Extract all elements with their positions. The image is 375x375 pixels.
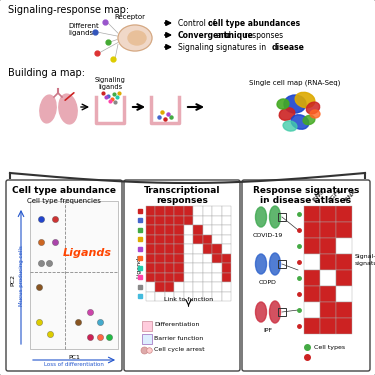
- Bar: [174, 244, 184, 254]
- Text: Cell types: Cell types: [314, 345, 345, 350]
- Bar: [156, 244, 165, 254]
- Bar: [165, 216, 174, 225]
- Bar: [222, 206, 231, 216]
- Text: Control of: Control of: [178, 19, 218, 28]
- Ellipse shape: [270, 301, 280, 323]
- Bar: [156, 234, 165, 244]
- Ellipse shape: [284, 95, 306, 113]
- Ellipse shape: [40, 95, 56, 123]
- Bar: [193, 234, 202, 244]
- FancyBboxPatch shape: [141, 321, 152, 330]
- Bar: [156, 282, 165, 291]
- Ellipse shape: [255, 207, 267, 227]
- Ellipse shape: [303, 116, 315, 124]
- Bar: [212, 254, 222, 263]
- Text: Transcriptional
responses: Transcriptional responses: [144, 186, 220, 206]
- Text: Different
ligands: Different ligands: [68, 23, 99, 36]
- Bar: [184, 225, 193, 234]
- Ellipse shape: [283, 121, 297, 131]
- Bar: [212, 273, 222, 282]
- Bar: [212, 206, 222, 216]
- Text: Differentiation: Differentiation: [154, 322, 200, 327]
- Bar: [193, 273, 202, 282]
- Bar: [184, 216, 193, 225]
- Bar: [30, 201, 118, 349]
- Bar: [304, 222, 320, 238]
- Text: Signaling
ligands: Signaling ligands: [94, 77, 125, 90]
- Bar: [184, 254, 193, 263]
- Bar: [174, 273, 184, 282]
- Text: IFNA: IFNA: [344, 189, 358, 203]
- Bar: [222, 216, 231, 225]
- Bar: [174, 216, 184, 225]
- Bar: [304, 254, 320, 270]
- Bar: [212, 234, 222, 244]
- FancyBboxPatch shape: [6, 180, 122, 371]
- Bar: [174, 234, 184, 244]
- Text: IFNG: IFNG: [312, 189, 326, 203]
- Bar: [184, 291, 193, 301]
- Bar: [156, 254, 165, 263]
- Bar: [222, 263, 231, 273]
- Ellipse shape: [128, 31, 146, 45]
- Text: Link to function: Link to function: [164, 297, 213, 302]
- Bar: [184, 273, 193, 282]
- Ellipse shape: [310, 110, 320, 118]
- Bar: [184, 282, 193, 291]
- Bar: [304, 302, 320, 318]
- Text: PC1: PC1: [68, 355, 80, 360]
- Text: Ligands: Ligands: [136, 254, 141, 278]
- Bar: [336, 286, 352, 302]
- Bar: [336, 206, 352, 222]
- Bar: [156, 216, 165, 225]
- Bar: [184, 234, 193, 244]
- Bar: [146, 273, 156, 282]
- Bar: [278, 308, 286, 316]
- Text: Convergent: Convergent: [151, 208, 188, 213]
- Text: responses: responses: [242, 31, 283, 40]
- Ellipse shape: [306, 102, 320, 114]
- Text: Unique: Unique: [202, 208, 224, 213]
- Text: IPF: IPF: [263, 328, 273, 333]
- Bar: [336, 238, 352, 254]
- Bar: [202, 225, 212, 234]
- Bar: [146, 225, 156, 234]
- Bar: [202, 216, 212, 225]
- Bar: [184, 244, 193, 254]
- Bar: [304, 270, 320, 286]
- Bar: [222, 282, 231, 291]
- Bar: [320, 254, 336, 270]
- Bar: [304, 286, 320, 302]
- Bar: [193, 254, 202, 263]
- Bar: [212, 244, 222, 254]
- Bar: [278, 260, 286, 268]
- Bar: [184, 263, 193, 273]
- Bar: [212, 225, 222, 234]
- Bar: [202, 291, 212, 301]
- Text: Ligands: Ligands: [63, 248, 112, 258]
- Bar: [146, 254, 156, 263]
- Bar: [193, 291, 202, 301]
- Text: Barrier function: Barrier function: [154, 336, 203, 340]
- Ellipse shape: [279, 108, 295, 120]
- Bar: [222, 254, 231, 263]
- Bar: [212, 291, 222, 301]
- Bar: [146, 234, 156, 244]
- Text: disease: disease: [272, 43, 305, 52]
- Text: PC2: PC2: [10, 274, 15, 286]
- Bar: [212, 216, 222, 225]
- Bar: [165, 244, 174, 254]
- Ellipse shape: [295, 92, 315, 108]
- Bar: [278, 213, 286, 221]
- Bar: [193, 244, 202, 254]
- Bar: [146, 244, 156, 254]
- Ellipse shape: [59, 94, 77, 124]
- Ellipse shape: [255, 302, 267, 322]
- Bar: [193, 263, 202, 273]
- Bar: [320, 270, 336, 286]
- Bar: [156, 263, 165, 273]
- Bar: [174, 254, 184, 263]
- Bar: [212, 282, 222, 291]
- Bar: [336, 270, 352, 286]
